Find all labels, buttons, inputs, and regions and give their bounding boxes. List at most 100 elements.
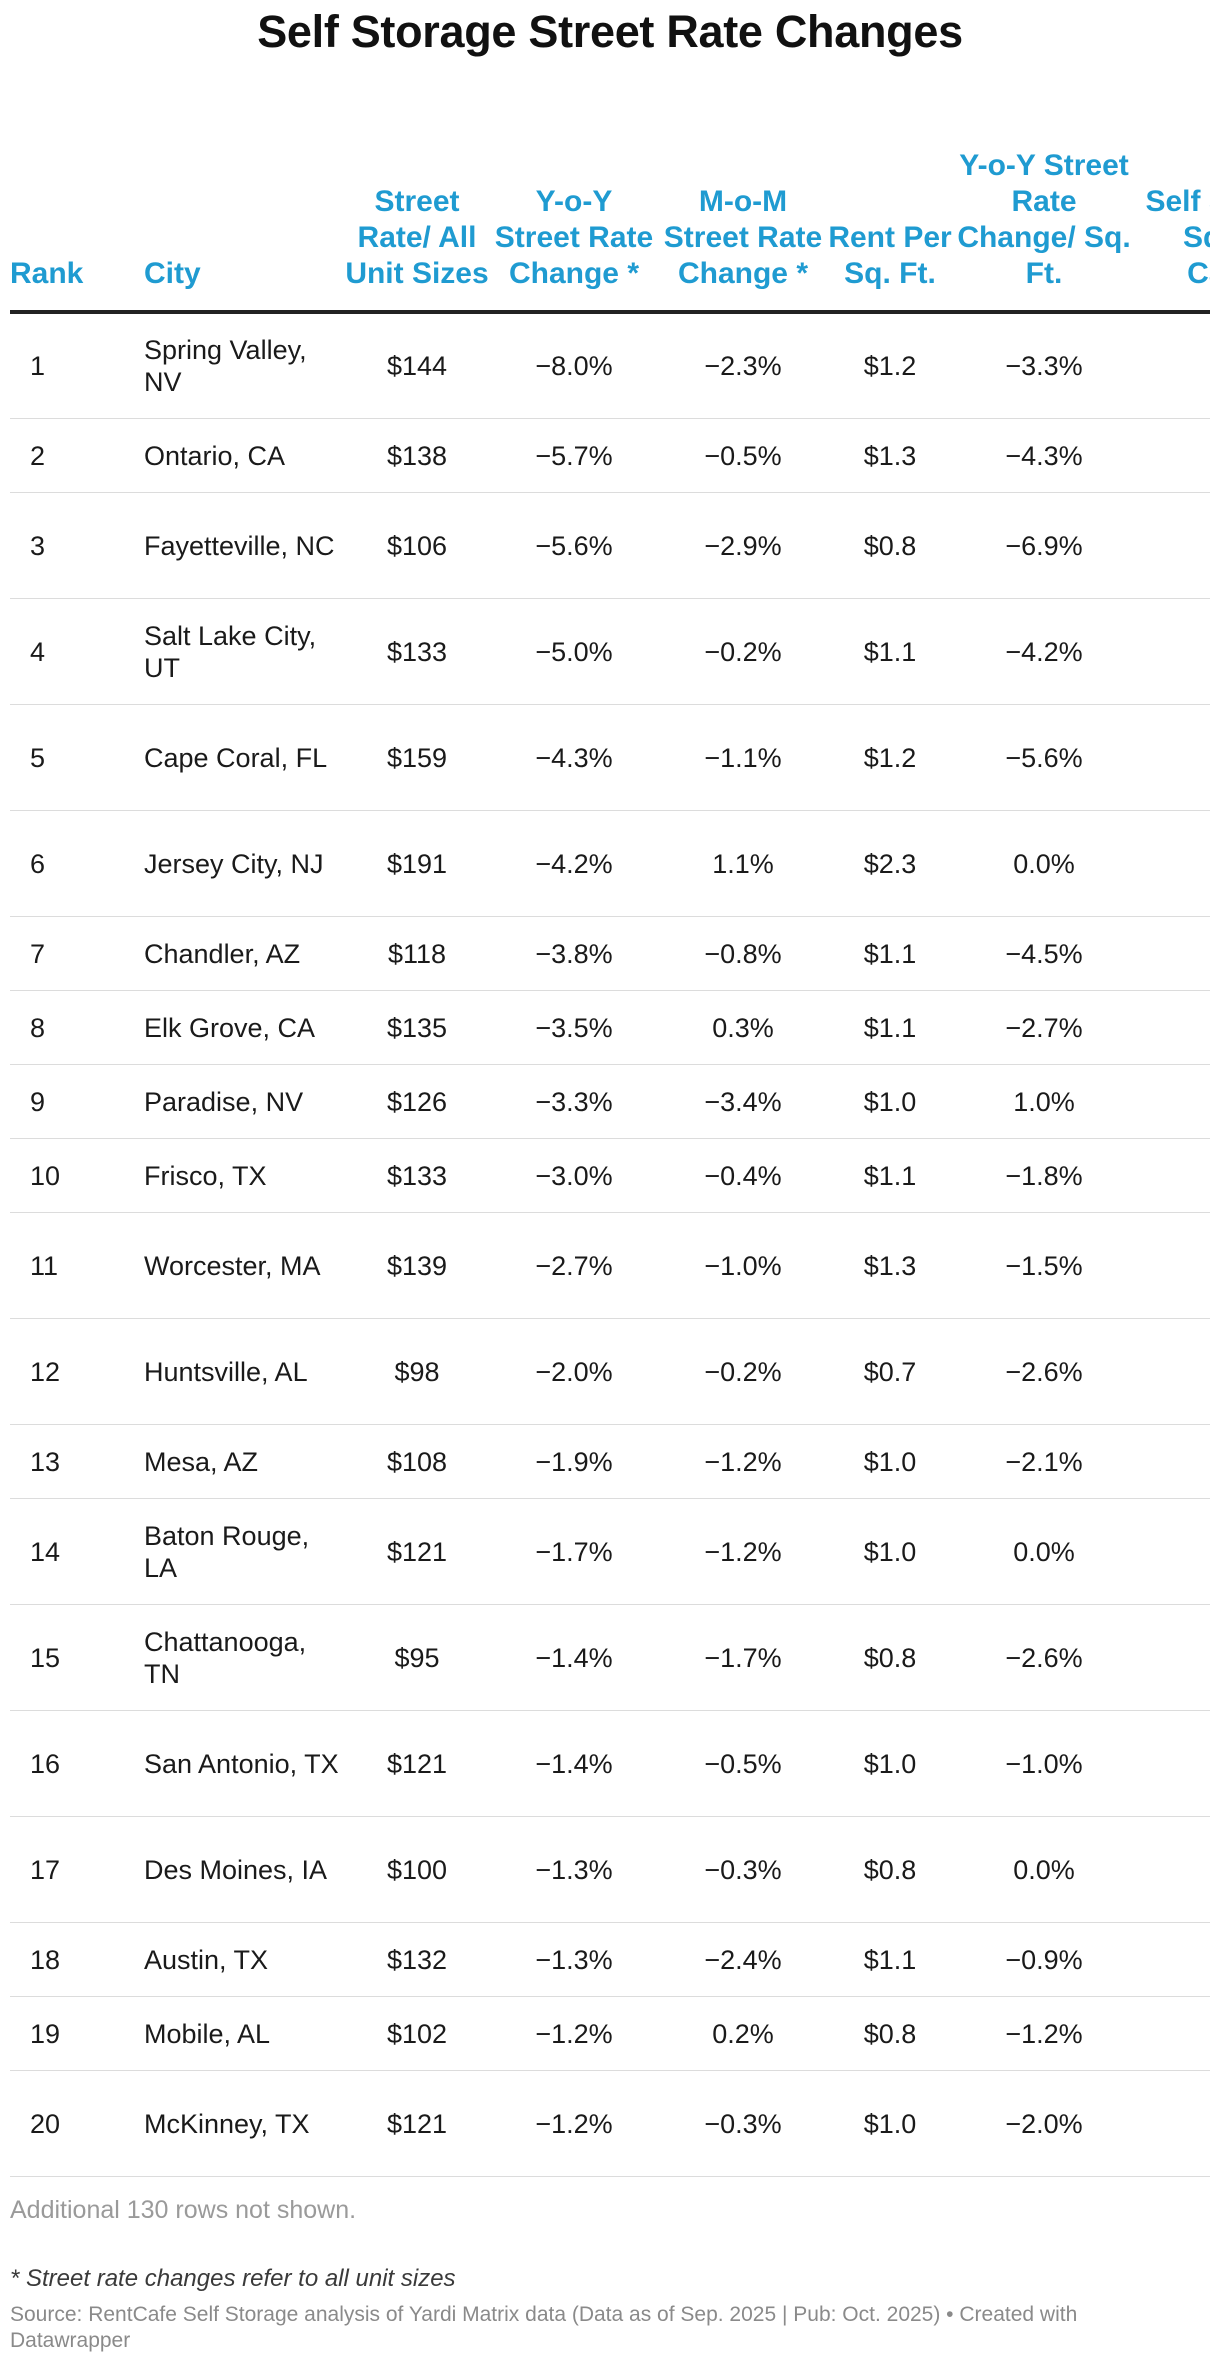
cell-rank: 10 bbox=[10, 1138, 144, 1213]
cell-yoy-sqft: 0.0% bbox=[952, 810, 1136, 917]
cell-rent-sqft: $0.8 bbox=[828, 1604, 952, 1711]
cell-mom: −1.0% bbox=[658, 1212, 828, 1319]
footnote: * Street rate changes refer to all unit … bbox=[10, 2265, 456, 2292]
data-table-container[interactable]: Rank City Street Rate/ All Unit Sizes Y-o-Y… bbox=[10, 112, 1210, 2177]
table-row: 1 Spring Valley, NV $144 −8.0% −2.3% $1.2 −3.3… bbox=[10, 312, 1210, 419]
cell-sqft-capita: 1 bbox=[1136, 1996, 1210, 2071]
cell-sqft-capita: 8 bbox=[1136, 1604, 1210, 1711]
cell-mom: −2.9% bbox=[658, 492, 828, 599]
cell-mom: −0.5% bbox=[658, 418, 828, 493]
column-header-sqft-capita[interactable]: Self Storage Sq. Ft./ Capita bbox=[1136, 112, 1210, 314]
cell-rent-sqft: $1.2 bbox=[828, 312, 952, 419]
cell-rank: 4 bbox=[10, 598, 144, 705]
cell-yoy-sqft: −1.5% bbox=[952, 1212, 1136, 1319]
cell-mom: −3.4% bbox=[658, 1064, 828, 1139]
cell-yoy: −5.6% bbox=[490, 492, 658, 599]
cell-yoy-sqft: −2.1% bbox=[952, 1424, 1136, 1499]
cell-yoy-sqft: −2.6% bbox=[952, 1604, 1136, 1711]
cell-city: Spring Valley, NV bbox=[144, 312, 344, 419]
cell-yoy: −1.9% bbox=[490, 1424, 658, 1499]
cell-city: Paradise, NV bbox=[144, 1064, 344, 1139]
cell-street-rate: $132 bbox=[344, 1922, 490, 1997]
cell-sqft-capita: 6 bbox=[1136, 1424, 1210, 1499]
cell-mom: −1.1% bbox=[658, 704, 828, 811]
rows-not-shown-note: Additional 130 rows not shown. bbox=[10, 2196, 357, 2224]
cell-city: Austin, TX bbox=[144, 1922, 344, 1997]
cell-mom: 0.2% bbox=[658, 1996, 828, 2071]
cell-yoy: −3.5% bbox=[490, 990, 658, 1065]
cell-city: Des Moines, IA bbox=[144, 1816, 344, 1923]
cell-rank: 1 bbox=[10, 312, 144, 419]
chart-title: Self Storage Street Rate Changes bbox=[257, 6, 963, 57]
cell-city: Elk Grove, CA bbox=[144, 990, 344, 1065]
cell-city: McKinney, TX bbox=[144, 2070, 344, 2177]
column-header-mom[interactable]: M-o-M Street Rate Change * bbox=[658, 112, 828, 314]
cell-yoy-sqft: −3.3% bbox=[952, 312, 1136, 419]
cell-yoy: −5.0% bbox=[490, 598, 658, 705]
cell-yoy: −2.7% bbox=[490, 1212, 658, 1319]
cell-rank: 17 bbox=[10, 1816, 144, 1923]
cell-sqft-capita: 2 bbox=[1136, 1498, 1210, 1605]
cell-yoy: −4.3% bbox=[490, 704, 658, 811]
cell-sqft-capita: 1 bbox=[1136, 810, 1210, 917]
cell-yoy-sqft: 0.0% bbox=[952, 1816, 1136, 1923]
cell-mom: 1.1% bbox=[658, 810, 828, 917]
cell-mom: −2.3% bbox=[658, 312, 828, 419]
cell-sqft-capita: 0 bbox=[1136, 312, 1210, 419]
column-header-street-rate[interactable]: Street Rate/ All Unit Sizes bbox=[344, 112, 490, 314]
cell-sqft-capita: 7 bbox=[1136, 1922, 1210, 1997]
table-body: 1 Spring Valley, NV $144 −8.0% −2.3% $1.2 −3.3… bbox=[10, 312, 1210, 2177]
column-header-yoy-sqft[interactable]: Y-o-Y Street Rate Change/ Sq. Ft. bbox=[952, 112, 1136, 314]
cell-rank: 5 bbox=[10, 704, 144, 811]
cell-rank: 11 bbox=[10, 1212, 144, 1319]
cell-city: Chattanooga, TN bbox=[144, 1604, 344, 1711]
cell-rank: 15 bbox=[10, 1604, 144, 1711]
cell-yoy-sqft: −2.6% bbox=[952, 1318, 1136, 1425]
cell-yoy: −1.2% bbox=[490, 1996, 658, 2071]
cell-rent-sqft: $1.0 bbox=[828, 1710, 952, 1817]
cell-rank: 6 bbox=[10, 810, 144, 917]
table-row: 16 San Antonio, TX $121 −1.4% −0.5% $1.0 −1.0%… bbox=[10, 1710, 1210, 1817]
column-header-rank[interactable]: Rank bbox=[10, 112, 144, 314]
cell-yoy-sqft: −1.8% bbox=[952, 1138, 1136, 1213]
cell-yoy: −3.3% bbox=[490, 1064, 658, 1139]
cell-yoy-sqft: −4.2% bbox=[952, 598, 1136, 705]
table-row: 3 Fayetteville, NC $106 −5.6% −2.9% $0.8 −6.9%… bbox=[10, 492, 1210, 599]
cell-mom: −0.8% bbox=[658, 916, 828, 991]
cell-rank: 8 bbox=[10, 990, 144, 1065]
column-header-rent-sqft[interactable]: Rent Per Sq. Ft. bbox=[828, 112, 952, 314]
cell-rent-sqft: $1.0 bbox=[828, 1064, 952, 1139]
cell-sqft-capita: 1 bbox=[1136, 1318, 1210, 1425]
cell-yoy-sqft: −1.2% bbox=[952, 1996, 1136, 2071]
cell-mom: 0.3% bbox=[658, 990, 828, 1065]
cell-street-rate: $144 bbox=[344, 312, 490, 419]
cell-sqft-capita: 3 bbox=[1136, 1212, 1210, 1319]
column-header-yoy[interactable]: Y-o-Y Street Rate Change * bbox=[490, 112, 658, 314]
cell-yoy: −1.3% bbox=[490, 1922, 658, 1997]
cell-yoy-sqft: −2.0% bbox=[952, 2070, 1136, 2177]
cell-sqft-capita: 9 bbox=[1136, 1710, 1210, 1817]
cell-mom: −0.5% bbox=[658, 1710, 828, 1817]
cell-city: Mobile, AL bbox=[144, 1996, 344, 2071]
cell-rank: 20 bbox=[10, 2070, 144, 2177]
cell-street-rate: $133 bbox=[344, 1138, 490, 1213]
cell-yoy-sqft: −5.6% bbox=[952, 704, 1136, 811]
cell-mom: −0.3% bbox=[658, 1816, 828, 1923]
cell-sqft-capita: 4 bbox=[1136, 1816, 1210, 1923]
cell-yoy-sqft: 1.0% bbox=[952, 1064, 1136, 1139]
cell-street-rate: $121 bbox=[344, 1710, 490, 1817]
column-header-city[interactable]: City bbox=[144, 112, 344, 314]
cell-rent-sqft: $2.3 bbox=[828, 810, 952, 917]
cell-city: Worcester, MA bbox=[144, 1212, 344, 1319]
cell-rent-sqft: $1.0 bbox=[828, 2070, 952, 2177]
cell-rank: 14 bbox=[10, 1498, 144, 1605]
